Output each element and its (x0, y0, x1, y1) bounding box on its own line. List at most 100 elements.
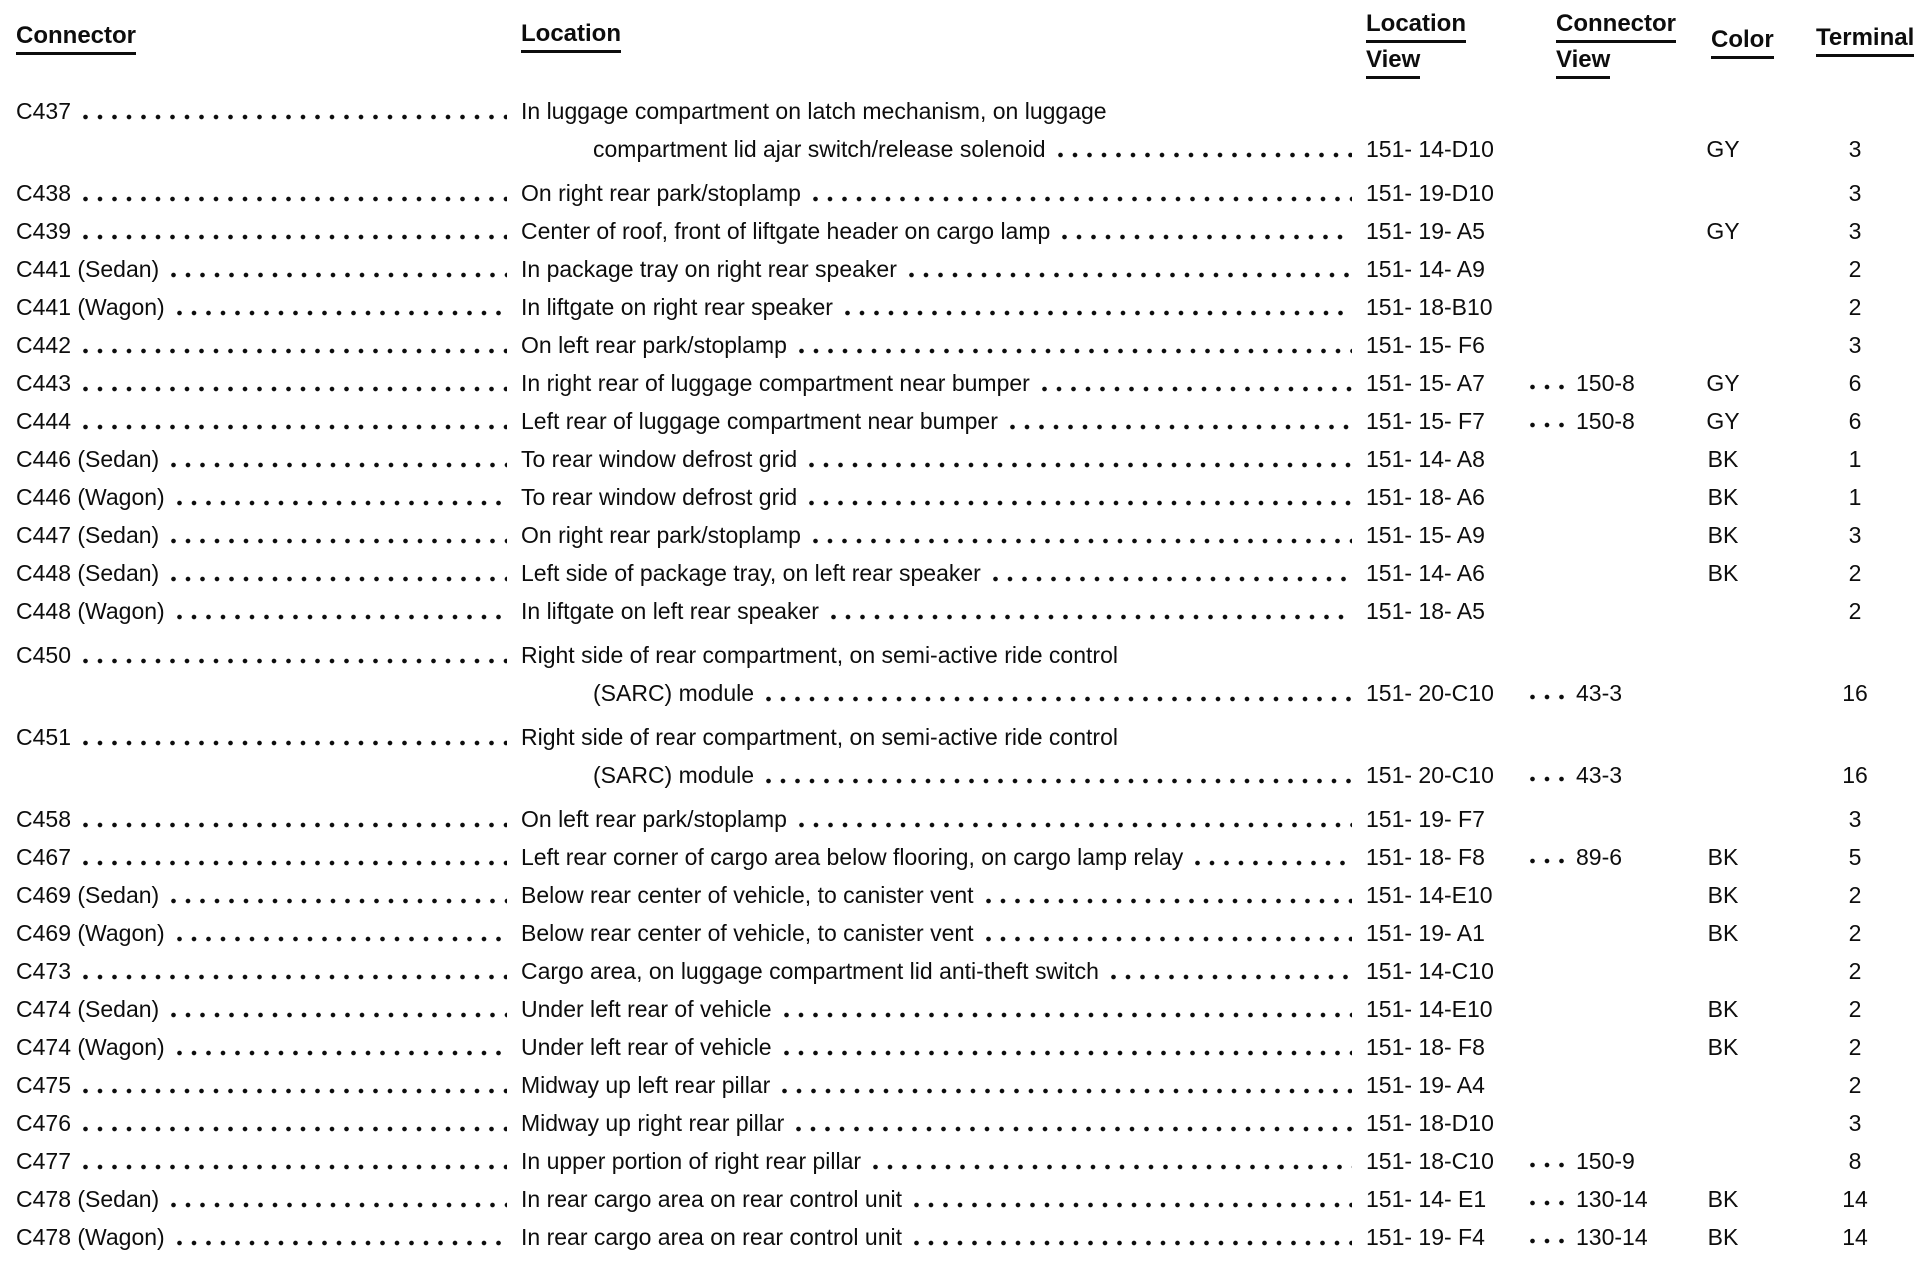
location-text: In rear cargo area on rear control unit (521, 1224, 902, 1250)
table-row: C476 Midway up right rear pillar 151- 18… (16, 1104, 1926, 1142)
dot-leader (82, 1163, 507, 1171)
connector-cell: C451 (16, 718, 521, 756)
dot-leader (783, 1049, 1352, 1057)
dot-leader (783, 1011, 1352, 1019)
location-view-ref: 151- 18- F8 (1366, 844, 1485, 870)
connector-view-ref: 89-6 (1576, 844, 1623, 870)
table-row: C469 (Sedan) Below rear center of vehicl… (16, 876, 1926, 914)
location-cell: Left side of package tray, on left rear … (521, 554, 1366, 592)
mid-leader-cell (1524, 737, 1576, 754)
terminal-count: 8 (1848, 1148, 1862, 1174)
dot-leader (82, 1125, 507, 1133)
location-cell: On right rear park/stoplamp (521, 516, 1366, 554)
dot-leader (812, 537, 1352, 545)
location-cell: In upper portion of right rear pillar (521, 1142, 1366, 1180)
dot-leader (1530, 1161, 1568, 1169)
table-row: C450 Right side of rear compartment, on … (16, 636, 1926, 674)
location-text: On right rear park/stoplamp (521, 180, 801, 206)
dot-leader (1110, 973, 1352, 981)
location-view-ref: 151- 20-C10 (1366, 762, 1494, 788)
table-row: C441 (Sedan) In package tray on right re… (16, 250, 1926, 288)
terminal-count: 14 (1842, 1224, 1868, 1250)
header-connector-view: Connector View (1556, 10, 1711, 82)
connector-cell: C438 (16, 174, 521, 212)
dot-leader (176, 499, 507, 507)
mid-leader-cell (1524, 857, 1576, 874)
dot-leader (82, 233, 507, 241)
dot-leader (798, 347, 1352, 355)
location-text: In liftgate on right rear speaker (521, 294, 833, 320)
dot-leader (873, 1163, 1352, 1171)
location-view-ref: 151- 19- A5 (1366, 218, 1485, 244)
location-cell: To rear window defrost grid (521, 440, 1366, 478)
table-row: (SARC) module 151- 20-C10 43-3 16 (16, 674, 1926, 712)
connector-id: C474 (Wagon) (16, 1034, 165, 1060)
location-text: On left rear park/stoplamp (521, 806, 787, 832)
terminal-count: 16 (1842, 680, 1868, 706)
dot-leader (171, 1201, 507, 1209)
connector-id: C438 (16, 180, 71, 206)
connector-id: C476 (16, 1110, 71, 1136)
dot-leader (82, 657, 507, 665)
table-row: (SARC) module 151- 20-C10 43-3 16 (16, 756, 1926, 794)
table-row: C474 (Sedan) Under left rear of vehicle … (16, 990, 1926, 1028)
location-view-ref: 151- 18- A5 (1366, 598, 1485, 624)
location-cell: On right rear park/stoplamp (521, 174, 1366, 212)
location-cell: In rear cargo area on rear control unit (521, 1180, 1366, 1218)
table-row: C447 (Sedan) On right rear park/stoplamp… (16, 516, 1926, 554)
mid-leader-cell (1524, 345, 1576, 362)
color-code: BK (1707, 446, 1739, 472)
connector-cell: C478 (Sedan) (16, 1180, 521, 1218)
dot-leader (766, 777, 1352, 785)
header-terminal-label: Terminal (1816, 24, 1915, 57)
connector-id: C469 (Wagon) (16, 920, 165, 946)
mid-leader-cell (1524, 775, 1576, 792)
connector-view-ref: 130-14 (1576, 1224, 1648, 1250)
connector-cell (16, 157, 521, 174)
location-text: Below rear center of vehicle, to caniste… (521, 882, 974, 908)
terminal-count: 5 (1848, 844, 1862, 870)
dot-leader (176, 613, 507, 621)
location-text: Cargo area, on luggage compartment lid a… (521, 958, 1099, 984)
connector-cell: C439 (16, 212, 521, 250)
location-cell: Under left rear of vehicle (521, 990, 1366, 1028)
table-row: C473 Cargo area, on luggage compartment … (16, 952, 1926, 990)
dot-leader (796, 1125, 1352, 1133)
location-cell: Left rear corner of cargo area below flo… (521, 838, 1366, 876)
terminal-count: 3 (1848, 1110, 1862, 1136)
dot-leader (82, 859, 507, 867)
terminal-count: 3 (1848, 332, 1862, 358)
mid-leader-cell (1524, 655, 1576, 672)
location-text: Under left rear of vehicle (521, 1034, 772, 1060)
connector-id: C474 (Sedan) (16, 996, 160, 1022)
dot-leader (1057, 151, 1352, 159)
location-text: On left rear park/stoplamp (521, 332, 787, 358)
mid-leader-cell (1524, 1085, 1576, 1102)
location-view-ref: 151- 18-B10 (1366, 294, 1493, 320)
dot-leader (830, 613, 1352, 621)
location-text: (SARC) module (593, 762, 755, 788)
header-location-view-line1: Location (1366, 10, 1466, 43)
dot-leader (1195, 859, 1352, 867)
dot-leader (1530, 383, 1568, 391)
table-row: C478 (Wagon) In rear cargo area on rear … (16, 1218, 1926, 1256)
location-view-ref: 151- 15- A7 (1366, 370, 1485, 396)
table-row: C438 On right rear park/stoplamp 151- 19… (16, 174, 1926, 212)
connector-cell: C441 (Wagon) (16, 288, 521, 326)
location-view-ref: 151- 14- A8 (1366, 446, 1485, 472)
connector-cell: C474 (Wagon) (16, 1028, 521, 1066)
header-connector-view-line1: Connector (1556, 10, 1676, 43)
header-color: Color (1711, 26, 1816, 59)
connector-cell: C450 (16, 636, 521, 674)
dot-leader (798, 821, 1352, 829)
dot-leader (844, 309, 1352, 317)
location-cell: In luggage compartment on latch mechanis… (521, 92, 1366, 130)
connector-id: C444 (16, 408, 71, 434)
mid-leader-cell (1524, 149, 1576, 166)
connector-cell (16, 783, 521, 800)
header-connector: Connector (16, 22, 521, 55)
dot-leader (171, 1011, 507, 1019)
table-row: C442 On left rear park/stoplamp 151- 15-… (16, 326, 1926, 364)
color-code: GY (1706, 136, 1740, 162)
dot-leader (908, 271, 1352, 279)
